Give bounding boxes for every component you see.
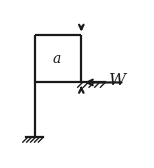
Text: a: a xyxy=(53,52,61,66)
Text: W: W xyxy=(109,72,126,89)
